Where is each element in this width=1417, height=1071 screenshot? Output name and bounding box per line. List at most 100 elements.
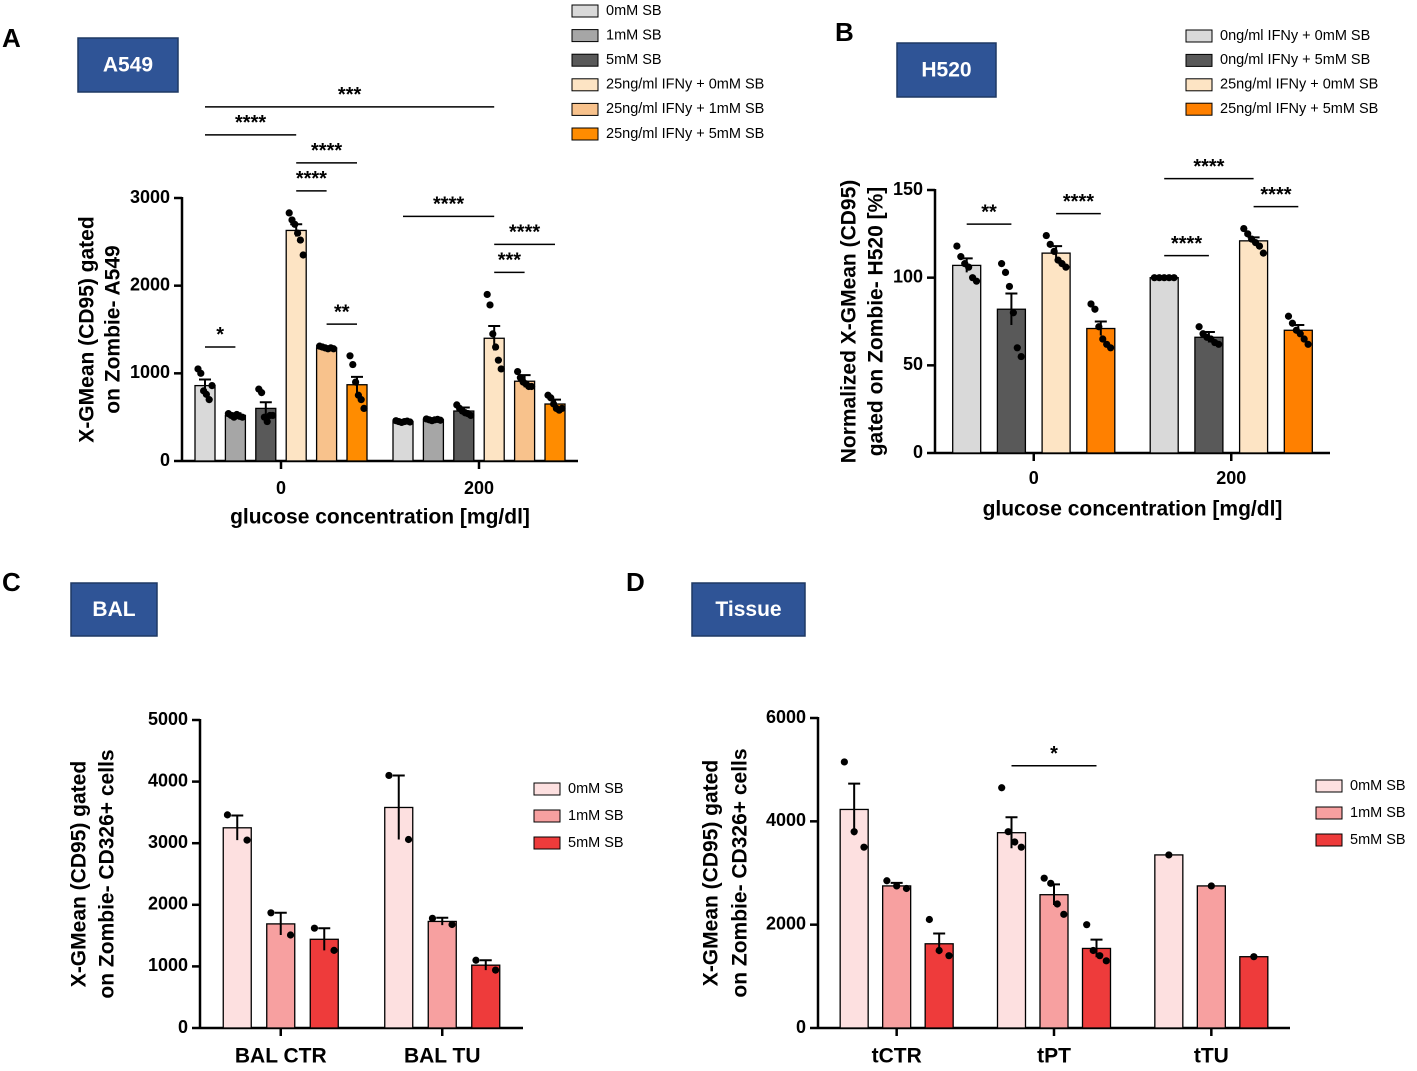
y-tick-label: 0	[796, 1017, 806, 1037]
y-tick-label: 100	[893, 266, 923, 286]
significance-label: *	[1050, 743, 1058, 765]
x-axis-label: glucose concentration [mg/dl]	[983, 498, 1283, 521]
error-bar	[436, 916, 449, 926]
data-point	[998, 260, 1006, 268]
legend-swatch	[571, 4, 599, 18]
y-tick-label: 150	[893, 179, 923, 199]
data-point	[1013, 344, 1021, 352]
legend-label: 0mM SB	[1350, 778, 1406, 794]
legend-label: 0mM SB	[606, 3, 662, 19]
y-tick-label: 4000	[148, 770, 188, 790]
data-point	[428, 914, 437, 922]
cell-line-tag	[77, 37, 179, 93]
y-axis-label: on Zombie- CD326+ cells	[96, 749, 119, 998]
data-point	[953, 242, 961, 250]
data-point	[286, 931, 295, 939]
data-point	[1009, 309, 1017, 317]
legend-label: 0ng/ml IFNy + 5mM SB	[1220, 52, 1370, 68]
error-bar	[259, 401, 272, 415]
data-point	[1062, 263, 1070, 271]
y-tick-label: 0	[160, 450, 170, 470]
data-point	[925, 915, 933, 924]
cell-line-tag-text: H520	[921, 59, 971, 82]
data-point	[406, 418, 414, 426]
legend-swatch	[571, 127, 599, 141]
x-axis-label: glucose concentration [mg/dl]	[230, 506, 530, 529]
bar	[1149, 277, 1179, 454]
error-bar	[231, 814, 244, 841]
legend-label: 25ng/ml IFNy + 5mM SB	[606, 126, 764, 142]
bar	[266, 923, 296, 1029]
data-point	[269, 411, 277, 420]
data-point	[547, 394, 555, 402]
data-point	[965, 263, 973, 271]
legend-label: 25ng/ml IFNy + 1mM SB	[606, 101, 764, 117]
bar	[1239, 956, 1269, 1029]
y-axis-label: Normalized X-GMean (CD95)	[838, 180, 861, 464]
significance-label: ****	[1171, 233, 1202, 255]
data-point	[840, 758, 848, 766]
y-tick-label: 4000	[766, 810, 806, 830]
data-point	[860, 843, 868, 851]
data-point	[491, 966, 500, 974]
data-point	[404, 835, 413, 844]
significance-label: ****	[1063, 191, 1094, 213]
significance-label: **	[334, 301, 350, 323]
bar	[483, 337, 505, 462]
y-tick-label: 0	[178, 1017, 188, 1037]
data-point	[1053, 900, 1061, 908]
significance-label: ****	[1193, 156, 1224, 178]
bar	[513, 380, 536, 462]
data-point	[1046, 240, 1054, 248]
legend-label: 1mM SB	[606, 27, 662, 43]
bar	[422, 419, 445, 462]
data-point	[1004, 828, 1012, 836]
x-tick-label: BAL CTR	[235, 1045, 327, 1068]
panel-letter: C	[2, 567, 21, 597]
y-tick-label: 3000	[148, 832, 188, 852]
data-point	[1240, 224, 1248, 233]
significance-label: ****	[509, 222, 540, 244]
bar	[1154, 854, 1184, 1029]
x-tick-label: 200	[464, 478, 494, 498]
bar	[392, 420, 414, 462]
bar	[384, 806, 414, 1029]
bar	[427, 920, 457, 1029]
data-point	[1017, 352, 1025, 361]
data-point	[1259, 249, 1267, 257]
legend-label: 1mM SB	[1350, 805, 1406, 821]
data-point	[850, 828, 858, 836]
data-point	[486, 301, 494, 309]
data-point	[1005, 282, 1014, 291]
significance-label: ***	[338, 84, 362, 106]
data-point	[1195, 323, 1203, 331]
bar	[996, 832, 1027, 1029]
bar	[1194, 336, 1224, 454]
legend-swatch	[1185, 29, 1213, 43]
data-point	[1089, 946, 1097, 955]
data-point	[294, 229, 302, 237]
data-point	[1170, 274, 1178, 282]
bar	[1041, 252, 1071, 454]
data-point	[1095, 323, 1103, 331]
y-axis-label: gated on Zombie- H520 [%]	[865, 187, 888, 457]
data-point	[291, 220, 299, 228]
significance-label: ****	[1260, 184, 1291, 206]
data-point	[945, 952, 953, 960]
bar	[315, 347, 338, 462]
cell-line-tag-text: Tissue	[715, 598, 781, 621]
data-point	[448, 920, 456, 929]
data-point	[1096, 952, 1104, 960]
legend-swatch	[1315, 806, 1343, 820]
data-point	[935, 946, 943, 955]
data-point	[1083, 921, 1091, 929]
data-point	[267, 909, 275, 917]
bar	[285, 229, 307, 462]
legend-label: 5mM SB	[568, 835, 624, 851]
data-point	[957, 253, 965, 261]
legend-swatch	[571, 29, 599, 43]
data-point	[258, 389, 266, 397]
x-tick-label: tPT	[1037, 1045, 1071, 1068]
data-point	[208, 382, 216, 390]
y-tick-label: 2000	[766, 913, 806, 933]
